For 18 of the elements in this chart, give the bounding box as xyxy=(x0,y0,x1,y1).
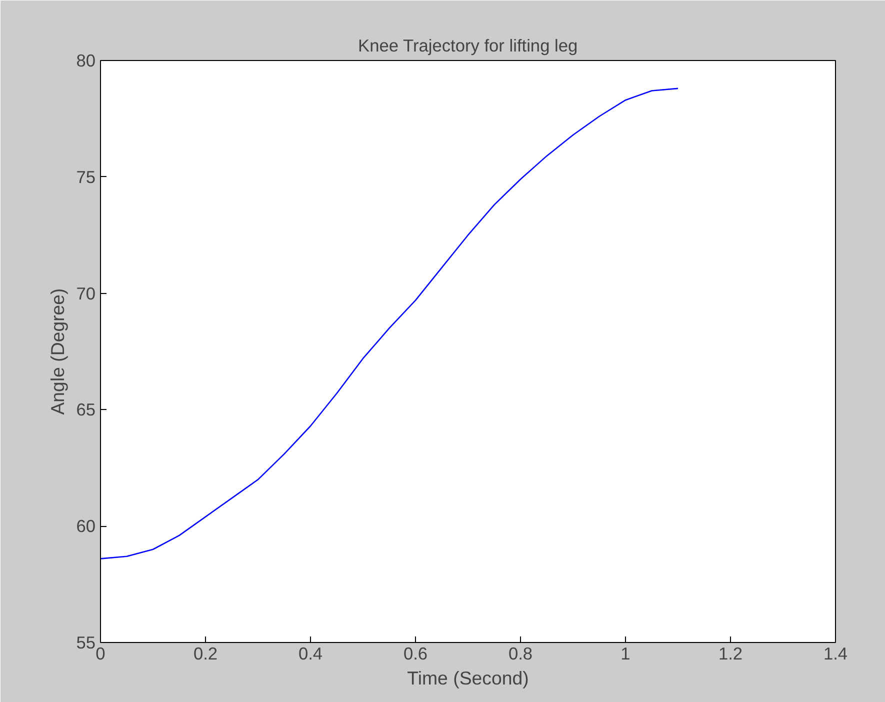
x-tick-label: 0 xyxy=(96,644,106,664)
y-tick-label: 75 xyxy=(76,166,96,187)
y-tick-label: 55 xyxy=(76,632,96,652)
y-tick-label: 70 xyxy=(76,283,96,304)
y-tick-label: 80 xyxy=(76,50,96,70)
y-axis-title: Angle (Degree) xyxy=(47,288,68,415)
y-tick-label: 60 xyxy=(76,516,96,536)
x-tick-label: 1 xyxy=(620,644,630,664)
x-tick-label: 0.2 xyxy=(193,644,218,664)
x-axis-title: Time (Second) xyxy=(407,668,529,688)
x-tick-label: 1.4 xyxy=(823,644,848,664)
line-series xyxy=(100,88,679,560)
x-tick-label: 0.6 xyxy=(403,644,428,664)
x-tick-label: 0.4 xyxy=(298,644,323,664)
y-tick-label: 65 xyxy=(76,400,96,420)
x-tick-label: 0.8 xyxy=(508,644,533,664)
x-tick-label: 1.2 xyxy=(718,644,743,664)
chart-title: Knee Trajectory for lifting leg xyxy=(358,36,578,56)
